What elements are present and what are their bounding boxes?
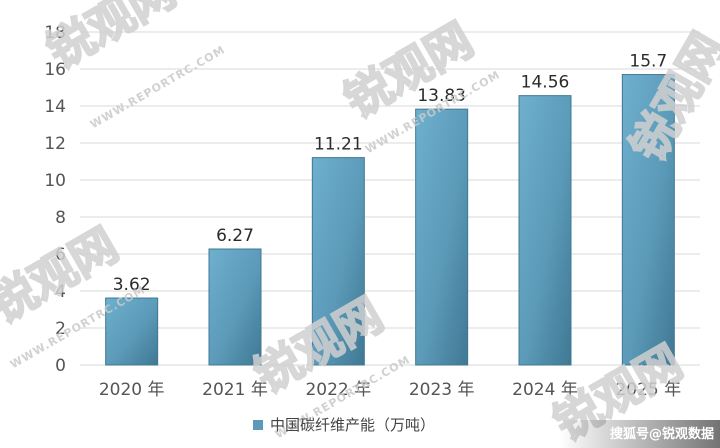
bar bbox=[518, 95, 572, 366]
legend-label: 中国碳纤维产能（万吨） bbox=[270, 416, 435, 434]
y-tick-label: 6 bbox=[55, 245, 66, 265]
bar bbox=[105, 297, 159, 366]
data-label: 6.27 bbox=[216, 226, 254, 246]
data-label: 14.56 bbox=[521, 73, 570, 93]
y-tick-label: 8 bbox=[55, 208, 66, 228]
y-tick-label: 10 bbox=[44, 171, 66, 191]
source-credit: 搜狐号@锐观数据 bbox=[560, 420, 720, 448]
y-tick-label: 18 bbox=[44, 23, 66, 43]
x-tick-label: 2022 年 bbox=[305, 380, 371, 400]
bar bbox=[311, 157, 365, 366]
data-label: 11.21 bbox=[314, 135, 363, 155]
x-tick-label: 2021 年 bbox=[202, 380, 268, 400]
legend: 中国碳纤维产能（万吨） bbox=[253, 416, 435, 434]
y-tick-label: 2 bbox=[55, 319, 66, 339]
bar bbox=[208, 248, 262, 366]
watermark-url: WWW.REPORTRC.COM bbox=[88, 43, 228, 131]
x-tick-label: 2020 年 bbox=[99, 380, 165, 400]
bar bbox=[621, 74, 675, 366]
x-axis: 2020 年 2021 年 2022 年 2023 年 2024 年 2025 年 bbox=[99, 380, 681, 400]
data-label: 15.7 bbox=[629, 52, 667, 72]
y-tick-label: 14 bbox=[44, 97, 66, 117]
bar bbox=[415, 108, 469, 366]
y-tick-label: 4 bbox=[55, 282, 66, 302]
x-tick-label: 2025 年 bbox=[615, 380, 681, 400]
data-label: 13.83 bbox=[417, 86, 466, 106]
y-tick-label: 0 bbox=[55, 356, 66, 376]
watermark-brand: 锐观网 bbox=[38, 0, 185, 79]
y-tick-label: 12 bbox=[44, 134, 66, 154]
data-labels: 3.62 6.27 11.21 13.83 14.56 15.7 bbox=[113, 52, 668, 295]
x-tick-label: 2024 年 bbox=[512, 380, 578, 400]
x-tick-label: 2023 年 bbox=[409, 380, 475, 400]
y-axis: 0 2 4 6 8 10 12 14 16 18 bbox=[44, 23, 66, 376]
legend-swatch bbox=[253, 420, 263, 430]
data-label: 3.62 bbox=[113, 275, 151, 295]
source-credit-text: 搜狐号@锐观数据 bbox=[610, 426, 714, 442]
gridlines bbox=[80, 31, 700, 366]
bars bbox=[105, 74, 675, 366]
y-tick-label: 16 bbox=[44, 60, 66, 80]
